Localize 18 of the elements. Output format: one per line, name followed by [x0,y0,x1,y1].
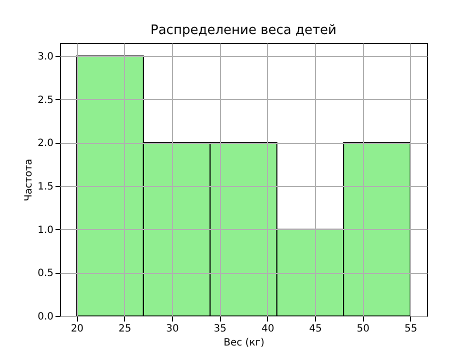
x-tick-label: 25 [118,324,132,334]
x-axis-title: Вес (кг) [224,338,264,348]
y-axis-title: Частота [24,158,35,202]
y-tick-label: 1.0 [38,224,54,236]
x-tick-label: 40 [261,324,274,334]
y-tick-label: 2.5 [38,94,54,106]
x-tick-label: 55 [404,324,418,334]
chart-title: Распределение веса детей [150,23,336,38]
y-tick-label: 2.0 [38,138,54,150]
y-tick-label: 1.5 [38,182,54,192]
x-tick-label: 20 [70,324,84,334]
x-tick-label: 30 [166,324,179,334]
x-tick-label: 45 [309,324,322,334]
y-tick-label: 3.0 [38,52,54,62]
x-tick-label: 35 [214,324,227,334]
y-tick-label: 0.5 [38,268,54,280]
x-tick-label: 50 [356,324,370,334]
y-tick-label: 0.0 [38,312,54,322]
